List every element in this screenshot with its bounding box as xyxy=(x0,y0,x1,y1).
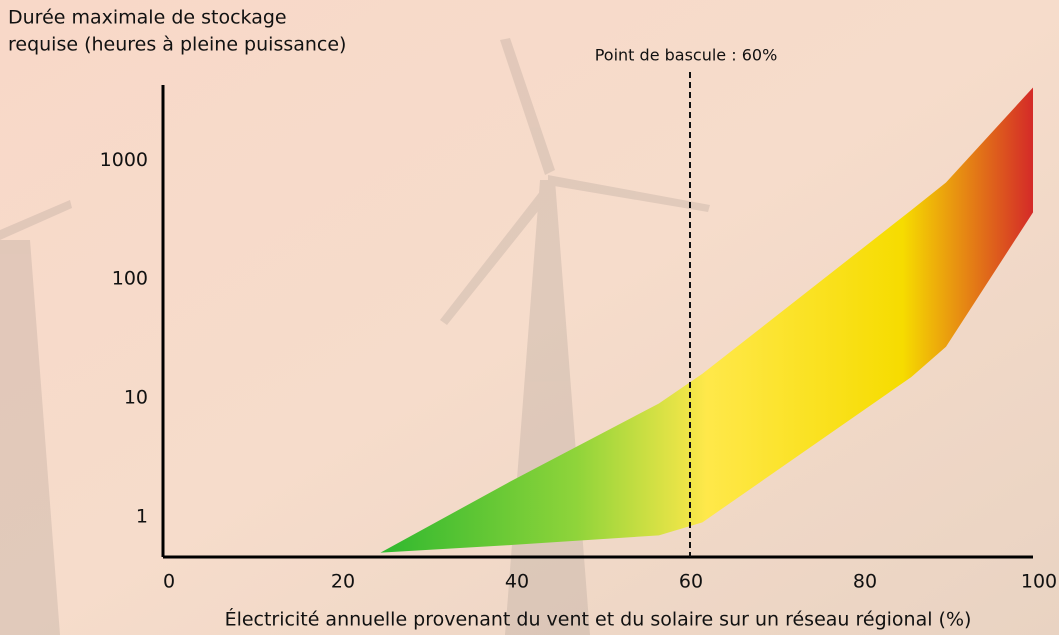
y-axis-title: Durée maximale de stockage xyxy=(8,7,287,29)
x-tick-label: 100 xyxy=(1021,571,1057,593)
y-tick-label: 1000 xyxy=(100,149,148,171)
annotation: Point de bascule : 60% xyxy=(595,46,778,65)
x-tick-label: 80 xyxy=(853,571,877,593)
x-tick-label: 0 xyxy=(163,571,175,593)
y-tick-label: 10 xyxy=(124,387,148,409)
x-tick-label: 20 xyxy=(331,571,355,593)
x-tick-label: 40 xyxy=(505,571,529,593)
y-tick-label: 100 xyxy=(112,268,148,290)
x-tick-label: 60 xyxy=(679,571,703,593)
y-axis-title: requise (heures à pleine puissance) xyxy=(8,34,346,56)
chart: Durée maximale de stockage requise (heur… xyxy=(0,0,1059,635)
y-tick-label: 1 xyxy=(136,505,148,527)
x-axis-title: Électricité annuelle provenant du vent e… xyxy=(225,608,972,631)
